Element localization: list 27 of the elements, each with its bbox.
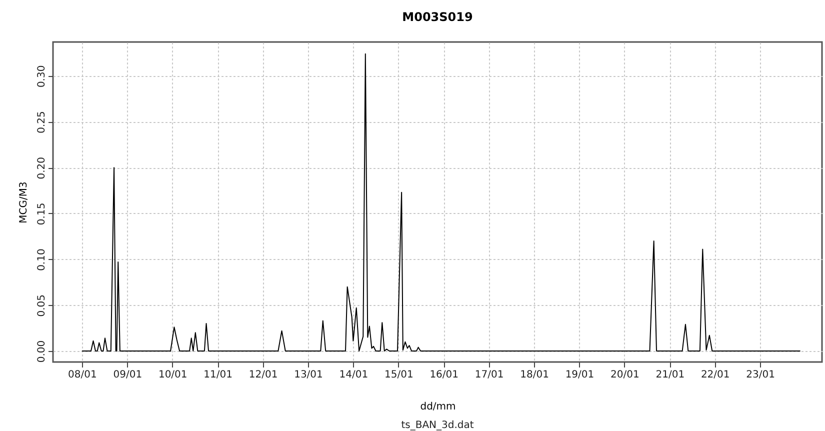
x-tick-label: 16/01 (430, 370, 459, 380)
x-tick-label: 18/01 (520, 370, 549, 380)
y-tick-label: 0.25 (36, 111, 48, 134)
y-tick-label: 0.05 (36, 294, 48, 317)
y-tick-label: 0.20 (36, 156, 48, 180)
x-tick-label: 12/01 (248, 370, 278, 380)
x-tick-label: 21/01 (656, 370, 685, 380)
y-tick-label: 0.30 (36, 65, 48, 88)
x-tick-label: 08/01 (68, 370, 97, 380)
x-tick-label: 11/01 (204, 370, 232, 380)
y-tick-label: 0.10 (36, 248, 48, 271)
x-tick-label: 14/01 (339, 370, 368, 380)
x-tick-label: 15/01 (384, 370, 414, 380)
x-tick-label: 20/01 (610, 370, 640, 380)
x-tick-label: 23/01 (746, 370, 775, 380)
y-tick-label: 0.00 (36, 340, 48, 363)
chart-title: M003S019 (402, 10, 473, 24)
x-tick-label: 22/01 (700, 370, 730, 380)
x-tick-label: 19/01 (565, 370, 594, 380)
x-tick-label: 13/01 (294, 370, 323, 380)
x-tick-label: 09/01 (113, 370, 142, 380)
x-tick-label: 17/01 (474, 370, 504, 380)
y-tick-label: 0.15 (36, 202, 48, 226)
x-tick-label: 10/01 (158, 370, 188, 380)
text: ts_BAN_3d.dat (401, 420, 474, 431)
y-axis-title: MCG/M3 (18, 182, 30, 224)
x-axis-title: dd/mm (420, 402, 456, 412)
